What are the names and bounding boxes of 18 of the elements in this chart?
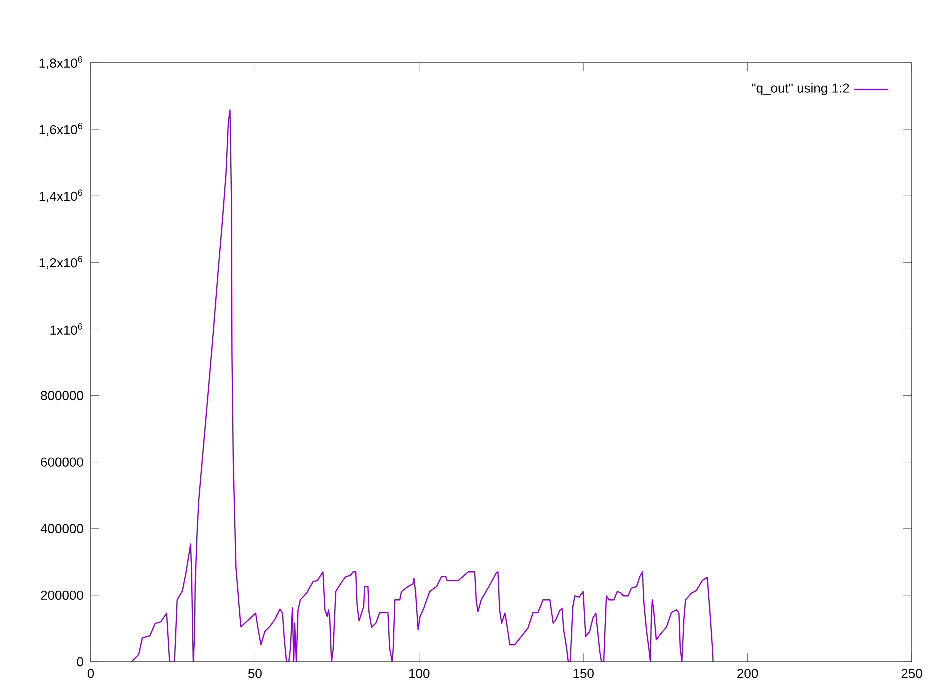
y-tick-label: 600000 bbox=[41, 458, 84, 467]
x-tick-label: 250 bbox=[902, 669, 922, 678]
y-tick-label: 1,4x10$^{6}$ bbox=[40, 190, 83, 203]
x-tick-label: 0 bbox=[88, 669, 94, 678]
x-tick-label: 100 bbox=[410, 669, 430, 678]
line-series bbox=[131, 110, 714, 662]
y-tick-label: 1,2x10$^{6}$ bbox=[40, 256, 83, 270]
y-tick-label: 1,6x10$^{6}$ bbox=[40, 123, 83, 136]
y-tick-label: 400000 bbox=[40, 524, 84, 534]
y-tick-label: 1,8x10$^{6}$ bbox=[40, 56, 83, 70]
legend-label: "q_out" using 1:2 bbox=[752, 83, 850, 96]
x-tick-label: 150 bbox=[574, 669, 594, 678]
x-tick-label: 200 bbox=[738, 669, 758, 678]
y-tick-label: 1x10$^{6}$ bbox=[50, 323, 83, 335]
y-tick-label: 800000 bbox=[41, 391, 84, 400]
y-tick-label: 0 bbox=[77, 657, 84, 667]
y-tick-label: 200000 bbox=[41, 590, 84, 600]
x-tick-label: 50 bbox=[248, 669, 262, 678]
